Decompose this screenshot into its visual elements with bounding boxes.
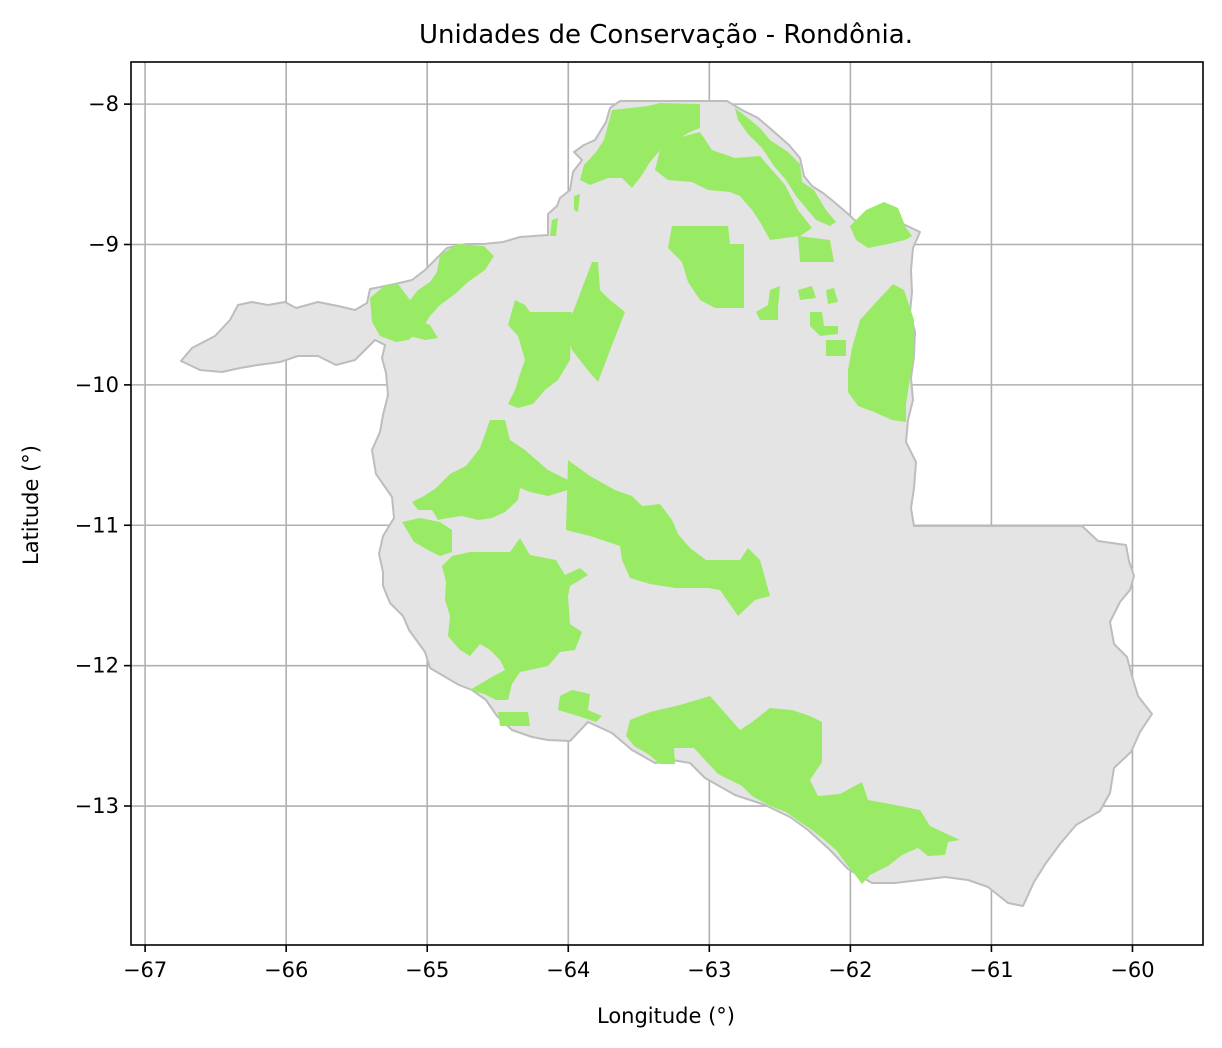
y-tick-label: −12: [75, 654, 119, 678]
rondonia-state-polygon: [180, 100, 1153, 907]
conservation-unit-polygon: [498, 712, 530, 726]
x-axis-label: Longitude (°): [597, 1004, 735, 1028]
conservation-unit-polygon: [574, 194, 580, 212]
axes-frame: [130, 61, 1204, 946]
conservation-unit-polygon: [402, 518, 452, 556]
conservation-unit-polygon: [626, 696, 960, 884]
conservation-unit-polygon: [756, 286, 780, 320]
y-axis-label: Latitude (°): [19, 445, 43, 565]
conservation-unit-polygon: [566, 460, 770, 616]
y-tick-label: −11: [75, 513, 119, 537]
x-tick-label: −66: [264, 958, 308, 982]
x-tick-label: −60: [1110, 958, 1154, 982]
x-tick-label: −61: [969, 958, 1013, 982]
conservation-unit-polygon: [810, 312, 838, 336]
conservation-unit-polygon: [826, 288, 838, 304]
conservation-unit-polygon: [458, 580, 562, 600]
conservation-unit-polygon: [668, 226, 744, 308]
conservation-unit-polygon: [442, 538, 588, 700]
conservation-units-layer: [370, 103, 960, 884]
map-title: Unidades de Conservação - Rondônia.: [419, 20, 913, 50]
conservation-unit-polygon: [395, 310, 438, 340]
conservation-unit-polygon: [508, 300, 572, 408]
x-tick-label: −63: [687, 958, 731, 982]
conservation-unit-polygon: [848, 284, 914, 422]
y-tick-label: −8: [88, 92, 119, 116]
conservation-unit-polygon: [735, 108, 836, 226]
conservation-unit-polygon: [558, 690, 602, 722]
conservation-unit-polygon: [798, 236, 834, 262]
conservation-unit-polygon: [568, 262, 625, 382]
x-tick-label: −67: [123, 958, 167, 982]
state-layer: [180, 100, 1153, 907]
conservation-unit-polygon: [580, 103, 700, 188]
conservation-unit-polygon: [550, 218, 558, 236]
conservation-unit-polygon: [798, 286, 816, 300]
y-tick-label: −9: [88, 232, 119, 256]
conservation-unit-polygon: [655, 132, 812, 240]
conservation-unit-polygon: [850, 202, 912, 248]
axis-ticks: −67 −66 −65 −64 −63 −62 −61 −60 −8 −9 −10 −11 −12 −13: [75, 92, 1155, 982]
y-tick-label: −10: [75, 373, 119, 397]
conservation-unit-polygon: [738, 736, 758, 780]
conservation-unit-polygon: [826, 340, 846, 356]
x-tick-label: −64: [546, 958, 590, 982]
x-tick-label: −62: [828, 958, 872, 982]
conservation-unit-polygon: [412, 420, 568, 520]
x-tick-label: −65: [405, 958, 449, 982]
y-tick-label: −13: [75, 794, 119, 818]
